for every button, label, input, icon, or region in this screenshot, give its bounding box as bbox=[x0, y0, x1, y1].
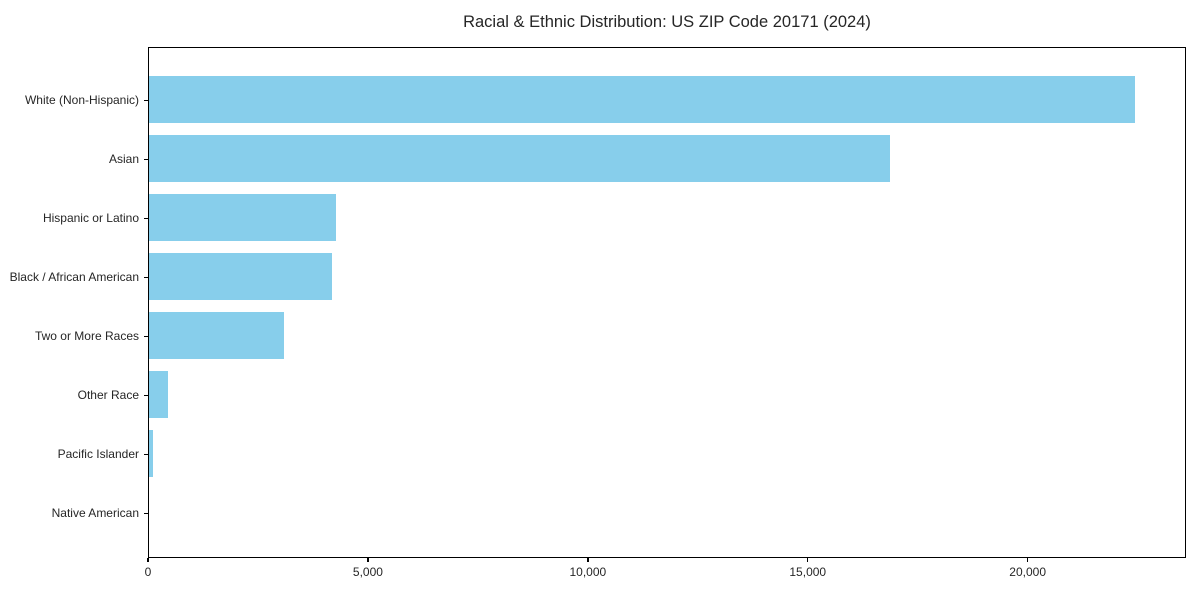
x-axis-tick-mark bbox=[367, 558, 369, 562]
bar-rows: White (Non-Hispanic) Asian Hispanic or Lat… bbox=[10, 48, 1185, 557]
y-axis-label: Hispanic or Latino bbox=[42, 210, 139, 225]
y-axis-tick bbox=[144, 453, 148, 455]
bar bbox=[149, 371, 168, 418]
bar-row: White (Non-Hispanic) bbox=[25, 70, 1185, 129]
y-axis-label: Black / African American bbox=[9, 269, 139, 284]
bar bbox=[149, 194, 337, 241]
x-axis-tick-label: 5,000 bbox=[352, 565, 383, 579]
bar-row: Black / African American bbox=[10, 247, 1185, 306]
y-axis-tick bbox=[144, 99, 148, 101]
bar-row: Pacific Islander bbox=[58, 424, 1185, 483]
x-axis-tick-label: 0 bbox=[144, 565, 152, 579]
x-axis-tick-mark bbox=[587, 558, 589, 562]
x-axis-tick-label: 20,000 bbox=[1009, 565, 1047, 579]
bar bbox=[149, 76, 1136, 123]
plot-area: White (Non-Hispanic) Asian Hispanic or Lat… bbox=[10, 47, 1186, 558]
y-axis-tick bbox=[144, 335, 148, 337]
y-axis-tick bbox=[144, 276, 148, 278]
y-axis-label: Asian bbox=[108, 151, 139, 166]
x-axis-tick-label: 15,000 bbox=[789, 565, 827, 579]
bar-row: Hispanic or Latino bbox=[43, 188, 1185, 247]
bar-row: Native American bbox=[52, 483, 1185, 542]
bar-row: Other Race bbox=[78, 365, 1185, 424]
y-axis-tick bbox=[144, 512, 148, 514]
bar-row: Asian bbox=[109, 129, 1185, 188]
y-axis-tick bbox=[144, 217, 148, 219]
bar bbox=[149, 253, 333, 300]
bar bbox=[149, 312, 284, 359]
y-axis-tick bbox=[144, 394, 148, 396]
y-axis-label: Pacific Islander bbox=[57, 446, 139, 461]
y-axis-label: Native American bbox=[51, 505, 139, 520]
bar-row: Two or More Races bbox=[35, 306, 1185, 365]
y-axis-tick bbox=[144, 158, 148, 160]
x-axis-tick-mark bbox=[1026, 558, 1029, 562]
bar bbox=[149, 430, 153, 477]
y-axis-label: White (Non-Hispanic) bbox=[24, 92, 139, 107]
y-axis-label: Other Race bbox=[77, 387, 139, 402]
x-axis-tick-mark bbox=[807, 558, 809, 562]
x-axis: 0 5,000 10,000 15,000 20,000 bbox=[144, 558, 1186, 588]
x-axis-tick-label: 10,000 bbox=[569, 565, 607, 579]
chart-title: Racial & Ethnic Distribution: US ZIP Cod… bbox=[463, 13, 871, 31]
y-axis-label: Two or More Races bbox=[34, 328, 139, 343]
x-axis-tick-mark bbox=[147, 558, 149, 562]
bar bbox=[149, 135, 890, 182]
